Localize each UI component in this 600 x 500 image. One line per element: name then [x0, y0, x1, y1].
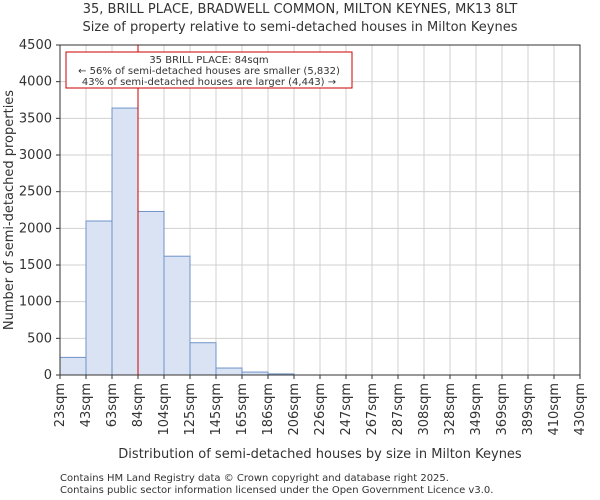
x-tick-label: 125sqm	[183, 383, 198, 436]
marker: 35 BRILL PLACE: 84sqm← 56% of semi-detac…	[65, 45, 353, 375]
y-tick-label: 2500	[19, 185, 52, 200]
x-tick-label: 186sqm	[261, 383, 276, 436]
bar	[59, 356, 87, 376]
x-tick-label: 308sqm	[417, 383, 432, 436]
x-tick-label: 328sqm	[443, 383, 458, 436]
y-tick-label: 4000	[19, 75, 52, 90]
x-tick-label: 43sqm	[79, 383, 94, 427]
chart-title: 35, BRILL PLACE, BRADWELL COMMON, MILTON…	[82, 2, 518, 17]
x-tick-label: 349sqm	[469, 383, 484, 436]
y-tick-label: 500	[27, 331, 52, 346]
y-axis-label: Number of semi-detached properties	[2, 90, 17, 330]
x-tick-label: 23sqm	[53, 383, 68, 427]
x-tick-label: 104sqm	[157, 383, 172, 436]
chart-subtitle: Size of property relative to semi-detach…	[82, 20, 518, 35]
bar	[137, 210, 165, 376]
y-tick-label: 3000	[19, 148, 52, 163]
axes: 0 500 1000 1500 2000 2500 3000 3500 4000 4500 23sq…	[2, 38, 588, 462]
bar	[111, 107, 139, 376]
annotation-box	[65, 51, 353, 89]
bars	[59, 107, 295, 376]
x-tick-label: 267sqm	[365, 383, 380, 436]
x-tick-label: 247sqm	[339, 383, 354, 436]
x-tick-label: 63sqm	[105, 383, 120, 427]
x-tick-label: 287sqm	[391, 383, 406, 436]
x-tick-label: 226sqm	[313, 383, 328, 436]
y-tick-label: 1000	[19, 295, 52, 310]
y-tick-label: 2000	[19, 221, 52, 236]
x-tick-label: 145sqm	[209, 383, 224, 436]
annotation-line: 43% of semi-detached houses are larger (…	[82, 77, 336, 88]
bar	[215, 367, 243, 376]
annotation-line: 35 BRILL PLACE: 84sqm	[149, 55, 268, 66]
x-tick-label: 84sqm	[131, 383, 146, 427]
x-tick-label: 410sqm	[547, 383, 562, 436]
annotation-line: ← 56% of semi-detached houses are smalle…	[78, 66, 340, 77]
y-tick-label: 0	[44, 368, 52, 383]
footer-licence: Contains public sector information licen…	[60, 485, 494, 496]
bar	[189, 342, 217, 376]
x-axis-label: Distribution of semi-detached houses by …	[118, 447, 522, 462]
y-tick-label: 3500	[19, 111, 52, 126]
x-tick-label: 430sqm	[573, 383, 588, 436]
bar	[85, 220, 113, 376]
x-tick-label: 369sqm	[495, 383, 510, 436]
bar	[163, 255, 191, 376]
y-tick-label: 1500	[19, 258, 52, 273]
footer-copyright: Contains HM Land Registry data © Crown c…	[60, 473, 449, 484]
x-tick-label: 389sqm	[521, 383, 536, 436]
x-tick-label: 165sqm	[235, 383, 250, 436]
y-tick-label: 4500	[19, 38, 52, 53]
x-tick-label: 206sqm	[287, 383, 302, 436]
